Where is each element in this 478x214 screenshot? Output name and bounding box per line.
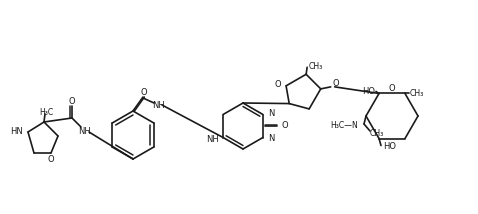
Text: NH: NH [78, 126, 91, 135]
Text: N: N [268, 109, 274, 118]
Text: CH₃: CH₃ [410, 89, 424, 98]
Text: CH₃: CH₃ [370, 129, 384, 138]
Text: NH: NH [206, 135, 219, 144]
Text: N: N [268, 134, 274, 143]
Text: H₃C—N: H₃C—N [330, 122, 358, 131]
Text: NH: NH [152, 101, 165, 110]
Text: H₃C: H₃C [39, 107, 53, 116]
Text: HN: HN [10, 128, 23, 137]
Text: O: O [141, 88, 147, 97]
Text: HO: HO [362, 87, 375, 96]
Text: HO: HO [383, 142, 396, 151]
Text: O: O [69, 97, 76, 106]
Text: O: O [48, 156, 54, 165]
Text: O: O [333, 79, 339, 88]
Text: O: O [389, 84, 395, 93]
Text: CH₃: CH₃ [308, 62, 322, 71]
Text: O: O [274, 80, 281, 89]
Text: O: O [282, 122, 289, 131]
